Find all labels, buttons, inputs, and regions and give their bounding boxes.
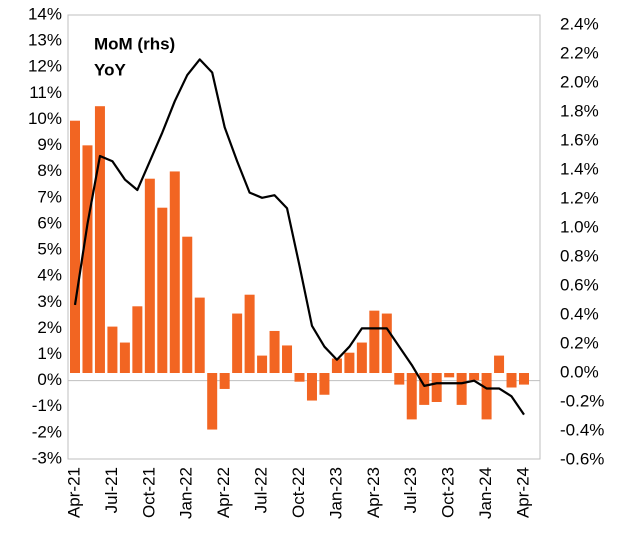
bar: [506, 373, 517, 388]
x-tick-label: Apr-21: [64, 467, 83, 518]
bar: [132, 306, 143, 373]
bar: [369, 310, 380, 373]
bar: [169, 171, 180, 373]
bar: [182, 236, 193, 373]
legend-entry: MoM (rhs): [94, 34, 175, 53]
bar: [356, 342, 367, 373]
y2-tick-label: 2.4%: [560, 14, 599, 33]
y2-tick-label: 1.6%: [560, 130, 599, 149]
y2-tick-label: -0.4%: [560, 420, 604, 439]
y2-tick-label: -0.6%: [560, 449, 604, 468]
y2-tick-label: 0.6%: [560, 275, 599, 294]
x-tick-label: Jan-24: [476, 467, 495, 519]
bar: [444, 373, 455, 378]
bar: [257, 355, 268, 373]
bar: [207, 373, 218, 430]
bar: [331, 358, 342, 373]
y-tick-label: 0%: [37, 370, 62, 389]
legend-entry: YoY: [94, 60, 126, 79]
x-tick-label: Oct-22: [289, 467, 308, 518]
bar: [456, 373, 467, 405]
y2-tick-label: -0.2%: [560, 391, 604, 410]
plot-frame: [67, 14, 541, 460]
bar: [381, 313, 392, 373]
bar: [194, 297, 205, 373]
x-tick-label: Jul-22: [252, 467, 271, 513]
y-tick-label: 12%: [28, 57, 62, 76]
y-tick-label: 9%: [37, 135, 62, 154]
bar: [82, 145, 93, 373]
y2-tick-label: 2.0%: [560, 72, 599, 91]
x-tick-label: Jan-23: [326, 467, 345, 519]
bar: [144, 178, 155, 373]
y2-tick-label: 1.8%: [560, 101, 599, 120]
y-tick-label: 14%: [28, 4, 62, 23]
y-tick-label: 5%: [37, 240, 62, 259]
line: [73, 58, 525, 416]
x-tick-label: Apr-23: [364, 467, 383, 518]
bar: [319, 373, 330, 395]
bar: [519, 373, 529, 385]
y2-tick-label: 1.2%: [560, 188, 599, 207]
y-tick-label: 2%: [37, 318, 62, 337]
y-tick-label: 10%: [28, 109, 62, 128]
bar: [306, 373, 317, 401]
bar: [119, 342, 130, 373]
y2-tick-label: 2.2%: [560, 43, 599, 62]
bar: [344, 352, 355, 373]
bar: [494, 355, 505, 373]
x-tick-label: Oct-23: [439, 467, 458, 518]
y-tick-label: 1%: [37, 344, 62, 363]
bar: [70, 120, 80, 373]
y-tick-label: 4%: [37, 266, 62, 285]
x-tick-label: Apr-24: [513, 467, 532, 518]
y-tick-label: 13%: [28, 31, 62, 50]
bar: [219, 373, 230, 389]
bar: [469, 373, 480, 381]
y-tick-label: -2%: [32, 422, 62, 441]
x-tick-label: Oct-21: [139, 467, 158, 518]
bar: [419, 373, 430, 405]
bar: [282, 345, 293, 373]
y-tick-label: 7%: [37, 187, 62, 206]
bar: [269, 330, 280, 373]
y-tick-label: 6%: [37, 213, 62, 232]
bar: [244, 294, 255, 373]
x-tick-label: Jan-22: [177, 467, 196, 519]
y2-tick-label: 0.4%: [560, 304, 599, 323]
bar: [232, 313, 243, 373]
y-tick-label: -3%: [32, 448, 62, 467]
y2-tick-label: 0.0%: [560, 362, 599, 381]
y2-tick-label: 0.2%: [560, 333, 599, 352]
bar: [394, 373, 405, 385]
y2-tick-label: 1.4%: [560, 159, 599, 178]
bar: [481, 373, 492, 420]
bar: [406, 373, 417, 420]
bar: [431, 373, 442, 402]
x-tick-label: Apr-22: [214, 467, 233, 518]
x-tick-label: Jul-21: [102, 467, 121, 513]
bar: [107, 326, 118, 373]
x-tick-label: Jul-23: [401, 467, 420, 513]
bar: [157, 207, 168, 373]
y-tick-label: 8%: [37, 161, 62, 180]
y2-tick-label: 1.0%: [560, 217, 599, 236]
bar: [94, 106, 105, 373]
y-tick-label: -1%: [32, 396, 62, 415]
bar: [294, 373, 305, 382]
y2-tick-label: 0.8%: [560, 246, 599, 265]
y-tick-label: 3%: [37, 292, 62, 311]
y-tick-label: 11%: [29, 83, 62, 102]
